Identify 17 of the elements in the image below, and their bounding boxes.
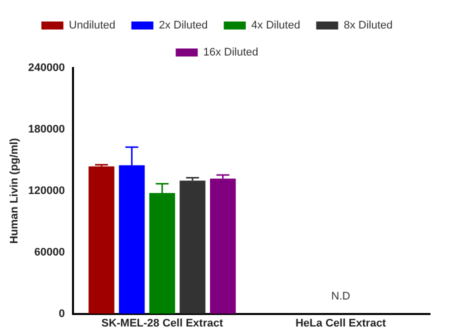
annotation: N.D (331, 290, 350, 302)
y-tick-label: 120000 (28, 184, 65, 197)
bar (88, 166, 114, 314)
legend-label: Undiluted (68, 20, 116, 32)
y-axis-title: Human Livin (pg/ml) (8, 138, 21, 244)
legend-label: 2x Diluted (158, 20, 208, 32)
x-tick-label: SK-MEL-28 Cell Extract (101, 317, 224, 330)
x-tick-label: HeLa Cell Extract (295, 317, 386, 330)
bar (180, 180, 206, 314)
y-tick-label: 180000 (28, 123, 65, 136)
legend-label: 4x Diluted (251, 20, 300, 32)
y-tick-label: 240000 (28, 62, 65, 74)
y-tick-label: 60000 (34, 246, 65, 258)
bar (210, 178, 236, 314)
legend-label: 16x Diluted (203, 46, 258, 59)
y-tick-label: 0 (58, 308, 65, 320)
legend-label: 8x Diluted (344, 20, 393, 32)
